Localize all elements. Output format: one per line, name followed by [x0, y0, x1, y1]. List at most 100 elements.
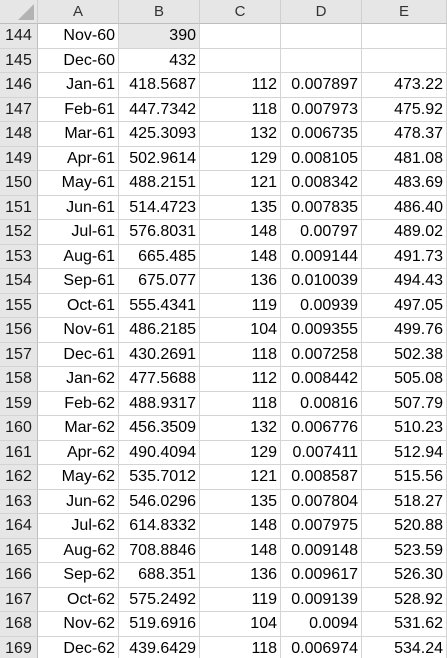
- cell-c[interactable]: 112: [200, 367, 281, 392]
- cell-b[interactable]: 519.6916: [119, 612, 200, 637]
- cell-d[interactable]: 0.007411: [281, 440, 362, 465]
- cell-c[interactable]: 132: [200, 416, 281, 441]
- cell-a[interactable]: Mar-62: [38, 416, 119, 441]
- cell-d[interactable]: [281, 48, 362, 73]
- cell-d[interactable]: 0.007897: [281, 73, 362, 98]
- cell-b[interactable]: 490.4094: [119, 440, 200, 465]
- cell-d[interactable]: 0.007973: [281, 97, 362, 122]
- cell-a[interactable]: Dec-60: [38, 48, 119, 73]
- select-all-corner[interactable]: [0, 0, 38, 24]
- cell-c[interactable]: 132: [200, 122, 281, 147]
- cell-d[interactable]: 0.008342: [281, 171, 362, 196]
- cell-c[interactable]: 129: [200, 440, 281, 465]
- row-header[interactable]: 167: [0, 587, 38, 612]
- cell-e[interactable]: 497.05: [362, 293, 447, 318]
- row-header[interactable]: 157: [0, 342, 38, 367]
- cell-b[interactable]: 688.351: [119, 563, 200, 588]
- cell-b[interactable]: 488.2151: [119, 171, 200, 196]
- cell-b[interactable]: 439.6429: [119, 636, 200, 658]
- row-header[interactable]: 166: [0, 563, 38, 588]
- row-header[interactable]: 160: [0, 416, 38, 441]
- cell-d[interactable]: 0.009617: [281, 563, 362, 588]
- row-header[interactable]: 161: [0, 440, 38, 465]
- cell-d[interactable]: 0.008442: [281, 367, 362, 392]
- column-header-c[interactable]: C: [200, 0, 281, 24]
- cell-c[interactable]: 121: [200, 171, 281, 196]
- row-header[interactable]: 146: [0, 73, 38, 98]
- cell-c[interactable]: 118: [200, 636, 281, 658]
- cell-a[interactable]: Jan-61: [38, 73, 119, 98]
- cell-a[interactable]: Aug-61: [38, 244, 119, 269]
- cell-d[interactable]: 0.007258: [281, 342, 362, 367]
- cell-b[interactable]: 418.5687: [119, 73, 200, 98]
- cell-d[interactable]: [281, 24, 362, 49]
- cell-e[interactable]: 478.37: [362, 122, 447, 147]
- cell-c[interactable]: 148: [200, 514, 281, 539]
- cell-c[interactable]: 112: [200, 73, 281, 98]
- cell-d[interactable]: 0.010039: [281, 269, 362, 294]
- cell-e[interactable]: 494.43: [362, 269, 447, 294]
- cell-a[interactable]: Feb-61: [38, 97, 119, 122]
- cell-a[interactable]: Jul-62: [38, 514, 119, 539]
- row-header[interactable]: 147: [0, 97, 38, 122]
- cell-e[interactable]: 481.08: [362, 146, 447, 171]
- cell-a[interactable]: Aug-62: [38, 538, 119, 563]
- cell-d[interactable]: 0.007804: [281, 489, 362, 514]
- cell-e[interactable]: 528.92: [362, 587, 447, 612]
- cell-c[interactable]: 148: [200, 538, 281, 563]
- row-header[interactable]: 152: [0, 220, 38, 245]
- row-header[interactable]: 169: [0, 636, 38, 658]
- cell-a[interactable]: May-62: [38, 465, 119, 490]
- cell-d[interactable]: 0.007835: [281, 195, 362, 220]
- row-header[interactable]: 156: [0, 318, 38, 343]
- cell-c[interactable]: 119: [200, 293, 281, 318]
- cell-b[interactable]: 390: [119, 24, 200, 49]
- cell-c[interactable]: 118: [200, 342, 281, 367]
- cell-e[interactable]: 483.69: [362, 171, 447, 196]
- cell-a[interactable]: Sep-61: [38, 269, 119, 294]
- cell-a[interactable]: Dec-61: [38, 342, 119, 367]
- cell-e[interactable]: 505.08: [362, 367, 447, 392]
- cell-e[interactable]: 534.24: [362, 636, 447, 658]
- cell-e[interactable]: 473.22: [362, 73, 447, 98]
- column-header-b[interactable]: B: [119, 0, 200, 24]
- cell-b[interactable]: 502.9614: [119, 146, 200, 171]
- cell-a[interactable]: May-61: [38, 171, 119, 196]
- cell-c[interactable]: 104: [200, 318, 281, 343]
- cell-c[interactable]: 136: [200, 563, 281, 588]
- cell-b[interactable]: 555.4341: [119, 293, 200, 318]
- cell-d[interactable]: 0.00797: [281, 220, 362, 245]
- cell-d[interactable]: 0.008587: [281, 465, 362, 490]
- cell-b[interactable]: 675.077: [119, 269, 200, 294]
- cell-a[interactable]: Nov-62: [38, 612, 119, 637]
- cell-e[interactable]: 510.23: [362, 416, 447, 441]
- row-header[interactable]: 145: [0, 48, 38, 73]
- cell-c[interactable]: 135: [200, 195, 281, 220]
- cell-b[interactable]: 430.2691: [119, 342, 200, 367]
- cell-a[interactable]: Nov-61: [38, 318, 119, 343]
- cell-a[interactable]: Oct-61: [38, 293, 119, 318]
- cell-b[interactable]: 665.485: [119, 244, 200, 269]
- row-header[interactable]: 150: [0, 171, 38, 196]
- cell-e[interactable]: 531.62: [362, 612, 447, 637]
- cell-c[interactable]: 118: [200, 391, 281, 416]
- cell-b[interactable]: 576.8031: [119, 220, 200, 245]
- cell-d[interactable]: 0.00939: [281, 293, 362, 318]
- cell-b[interactable]: 432: [119, 48, 200, 73]
- cell-d[interactable]: 0.009355: [281, 318, 362, 343]
- cell-d[interactable]: 0.006776: [281, 416, 362, 441]
- row-header[interactable]: 154: [0, 269, 38, 294]
- column-header-e[interactable]: E: [362, 0, 447, 24]
- row-header[interactable]: 144: [0, 24, 38, 49]
- cell-e[interactable]: 526.30: [362, 563, 447, 588]
- cell-b[interactable]: 546.0296: [119, 489, 200, 514]
- cell-e[interactable]: 523.59: [362, 538, 447, 563]
- cell-e[interactable]: 499.76: [362, 318, 447, 343]
- cell-a[interactable]: Nov-60: [38, 24, 119, 49]
- cell-e[interactable]: [362, 48, 447, 73]
- cell-c[interactable]: 148: [200, 244, 281, 269]
- cell-a[interactable]: Jan-62: [38, 367, 119, 392]
- cell-e[interactable]: 520.88: [362, 514, 447, 539]
- cell-e[interactable]: [362, 24, 447, 49]
- row-header[interactable]: 153: [0, 244, 38, 269]
